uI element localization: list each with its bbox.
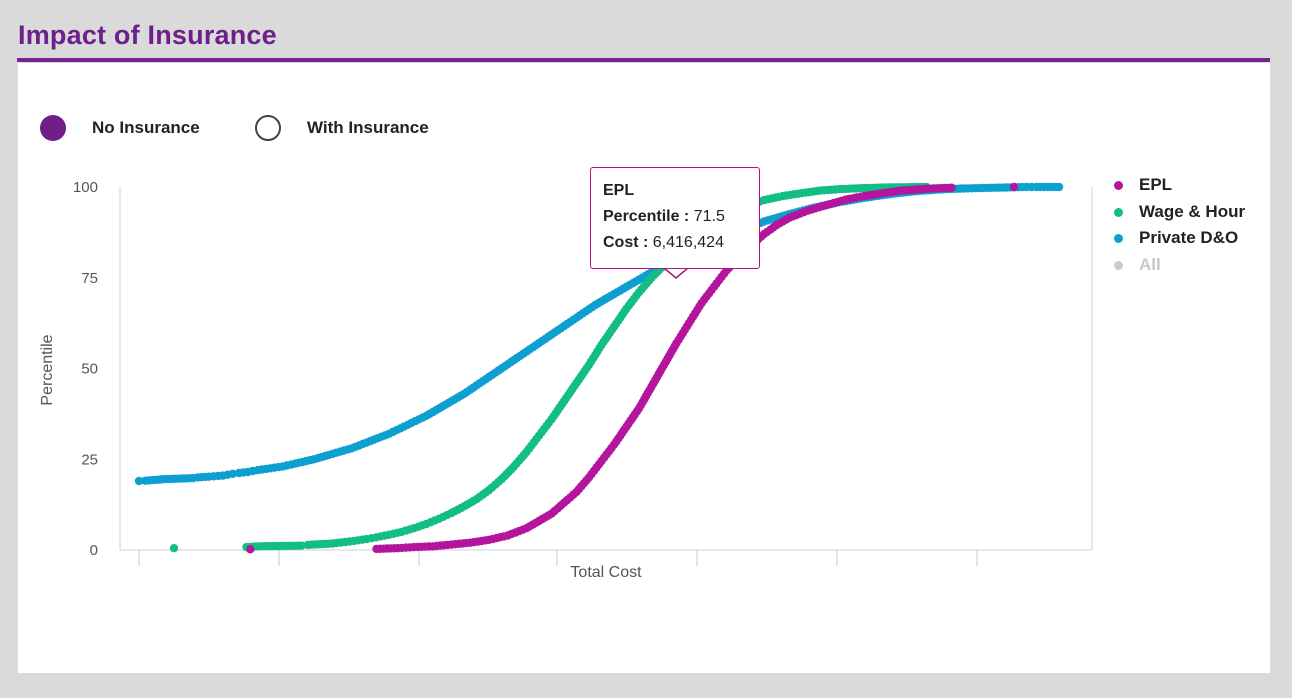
legend-item-all[interactable]: All — [1114, 253, 1161, 277]
no-insurance-label: No Insurance — [92, 118, 200, 137]
y-tick-label: 50 — [81, 361, 98, 378]
chart-panel — [18, 63, 1270, 673]
y-tick-label: 0 — [90, 542, 98, 559]
legend-label: Wage & Hour — [1139, 202, 1246, 221]
legend-label: Private D&O — [1139, 228, 1239, 247]
y-tick-label: 100 — [73, 179, 98, 196]
data-point — [134, 476, 144, 486]
no-insurance-toggle[interactable]: No Insurance — [40, 113, 200, 143]
legend-label: All — [1139, 255, 1161, 274]
with-insurance-label: With Insurance — [307, 118, 429, 137]
legend-item-private-do[interactable]: Private D&O — [1114, 226, 1238, 250]
tooltip-cost-row: Cost : 6,416,424 — [603, 234, 724, 251]
data-tooltip: EPL Percentile : 71.5 Cost : 6,416,424 — [590, 167, 760, 269]
legend-dot-icon — [1114, 260, 1123, 270]
y-tick-labels: 0 25 50 75 100 — [73, 179, 98, 559]
with-insurance-toggle[interactable]: With Insurance — [255, 113, 429, 143]
tooltip-percentile-label: Percentile — [603, 208, 680, 225]
series-epl — [246, 182, 1019, 554]
tooltip-series: EPL — [603, 182, 635, 199]
data-point — [297, 541, 306, 550]
data-point — [228, 469, 237, 478]
radio-selected-icon[interactable] — [40, 115, 66, 141]
y-tick-label: 75 — [81, 270, 98, 287]
page-title: Impact of Insurance — [18, 20, 277, 50]
title-divider — [17, 58, 1270, 62]
legend-label: EPL — [1139, 175, 1173, 194]
data-point — [246, 545, 255, 554]
data-point — [1054, 182, 1064, 192]
data-point — [169, 544, 179, 553]
tooltip-percentile-row: Percentile : 71.5 — [603, 208, 725, 225]
legend-item-wage-hour[interactable]: Wage & Hour — [1114, 200, 1245, 224]
legend-dot-icon — [1114, 233, 1123, 243]
x-axis-title: Total Cost — [570, 564, 642, 581]
legend-item-epl[interactable]: EPL — [1114, 173, 1172, 197]
y-tick-label: 25 — [81, 451, 98, 468]
tooltip-cost-label: Cost — [603, 234, 639, 251]
tooltip-pointer — [661, 267, 691, 279]
tooltip-percentile-value: 71.5 — [693, 208, 725, 225]
legend-dot-icon — [1114, 180, 1123, 190]
chart-axes — [119, 187, 1093, 566]
tooltip-cost-value: 6,416,424 — [652, 234, 724, 251]
data-point — [1009, 182, 1019, 192]
series-wage-hour — [169, 182, 931, 553]
data-point — [947, 183, 956, 192]
y-axis-title: Percentile — [39, 334, 56, 405]
legend-dot-icon — [1114, 207, 1123, 217]
radio-unselected-icon[interactable] — [255, 115, 281, 141]
